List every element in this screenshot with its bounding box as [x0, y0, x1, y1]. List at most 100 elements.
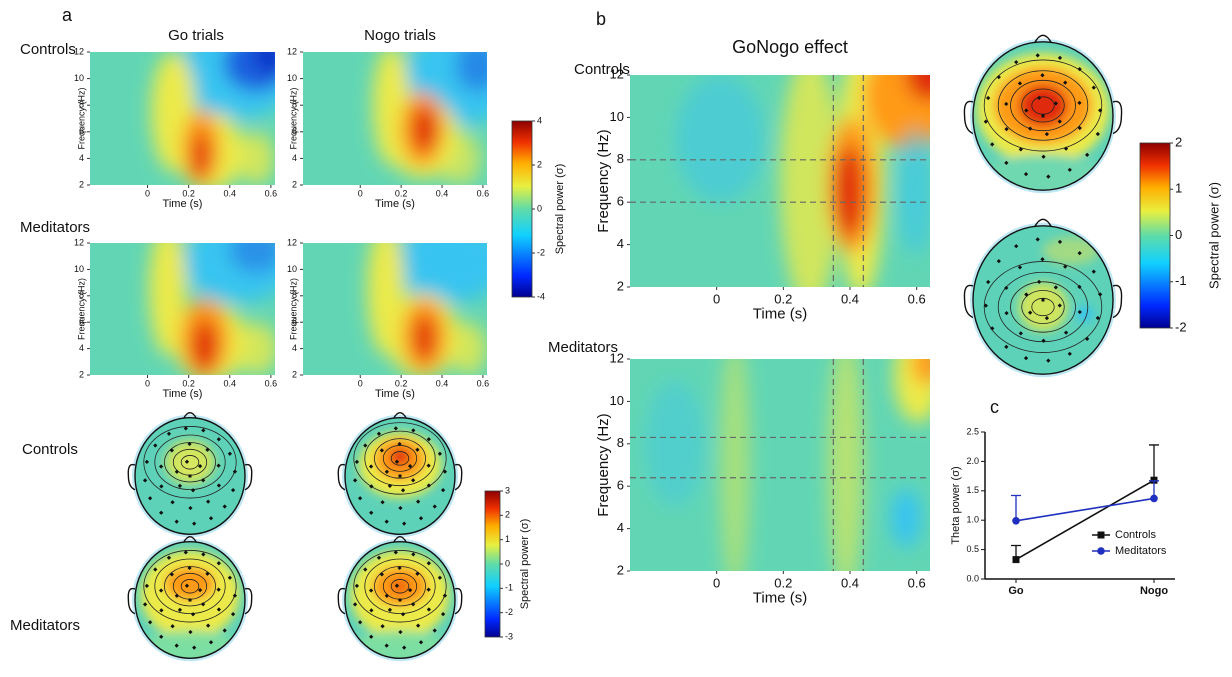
colorbar-label: Spectral power (σ)	[1206, 182, 1221, 289]
topo-contour	[143, 426, 237, 499]
electrode	[1046, 358, 1051, 363]
colorbar-gradient	[511, 120, 533, 298]
electrode	[184, 459, 190, 464]
electrode	[1041, 114, 1045, 118]
electrode	[192, 645, 197, 650]
legend-label: Meditators	[1115, 545, 1167, 557]
y-tick-label: 2	[79, 369, 84, 379]
electrode	[437, 575, 443, 580]
electrode	[232, 593, 238, 598]
row-label: Controls	[574, 61, 630, 78]
electrode	[393, 550, 398, 555]
topo-outline	[972, 225, 1114, 375]
y-tick-label: 4	[79, 343, 84, 353]
y-tick-label: 1.0	[966, 515, 979, 525]
topo-outline	[134, 541, 246, 660]
line-chart: 0.0 0.5 1.0 1.5 2.0 2.5 Go Nogo Theta power (σ) C…	[950, 426, 1175, 597]
y-tick-label: 8	[617, 435, 624, 450]
electrode	[1067, 351, 1072, 356]
topo-outline	[972, 41, 1114, 191]
electrode	[201, 552, 206, 557]
colorbar-tick-label: 1	[1175, 181, 1182, 196]
y-tick-label: 6	[292, 317, 297, 327]
colorbar-tick-label: -1	[505, 583, 513, 593]
topo-contour	[1021, 290, 1065, 324]
y-tick-label: 10	[610, 109, 624, 124]
electrode	[222, 628, 227, 633]
electrode	[142, 602, 148, 607]
electrode	[437, 451, 443, 456]
electrode	[1057, 239, 1063, 244]
electrode	[380, 500, 385, 505]
electrode	[398, 505, 403, 511]
colorbar-tick-label: -1	[1175, 273, 1187, 288]
electrode	[1098, 292, 1103, 297]
electrode	[1023, 356, 1029, 361]
topo-nose	[182, 412, 198, 420]
colorbar-label: Spectral power (σ)	[554, 164, 566, 255]
topo-contour	[364, 558, 436, 614]
topomap	[963, 34, 1123, 194]
electrode	[397, 565, 402, 571]
y-axis-label: Theta power (σ)	[950, 466, 962, 544]
colorbar-label: Spectral power (σ)	[519, 519, 531, 610]
electrode	[1077, 251, 1082, 256]
y-tick-label: 10	[287, 264, 297, 274]
row-label: Meditators	[548, 339, 618, 356]
colorbar-tick-label: 0	[505, 558, 510, 568]
electrode	[384, 643, 389, 648]
electrode	[1053, 285, 1058, 290]
electrode	[188, 629, 193, 635]
x-axis-label: Time (s)	[163, 388, 203, 400]
electrode	[986, 279, 991, 285]
x-tick-label: 0.6	[477, 378, 490, 388]
panel-label: a	[62, 5, 73, 25]
row-label: Controls	[22, 441, 78, 458]
colorbar: -3 -2 -1 0 1 2 3 Spectral power (σ)	[484, 485, 531, 641]
topo-ear	[963, 284, 974, 319]
topomap	[127, 412, 253, 538]
y-tick-label: 8	[292, 290, 297, 300]
y-tick-label: 6	[617, 478, 624, 493]
electrode	[1044, 131, 1050, 137]
colorbar-tick-label: 3	[505, 485, 510, 495]
y-tick-label: 2	[617, 278, 624, 293]
y-tick-label: 4	[617, 520, 624, 535]
topo-blob	[179, 454, 201, 476]
electrode	[384, 519, 389, 524]
electrode	[205, 447, 210, 452]
y-tick-label: 12	[287, 46, 297, 56]
electrode	[426, 437, 431, 442]
electrode	[1091, 269, 1096, 274]
heatmap-blob	[780, 75, 840, 287]
electrode	[1077, 284, 1082, 289]
electrode	[440, 612, 446, 617]
electrode	[983, 303, 988, 308]
electrode	[1095, 315, 1100, 321]
electrode	[216, 483, 222, 488]
electrode	[1041, 338, 1046, 343]
x-tick-label: 0.2	[395, 188, 408, 198]
electrode	[190, 612, 196, 617]
y-tick-label: 10	[74, 264, 84, 274]
electrode	[190, 488, 196, 493]
y-tick-label: 2	[617, 562, 624, 577]
electrode	[990, 142, 995, 147]
heatmap-blob	[828, 359, 864, 571]
electrode	[216, 463, 221, 468]
electrode	[1095, 131, 1100, 137]
topo-contour	[1031, 96, 1055, 115]
y-axis-label: Frequency (Hz)	[76, 87, 86, 149]
topo-blob	[165, 567, 215, 600]
electrode	[177, 607, 183, 613]
x-tick-label: Go	[1008, 585, 1024, 597]
electrode	[222, 504, 227, 509]
series-line	[1015, 479, 1155, 561]
x-tick-label: 0	[713, 291, 720, 306]
electrode	[357, 496, 363, 501]
topo-outline	[134, 417, 246, 536]
electrode	[369, 510, 374, 515]
legend-label: Controls	[1115, 529, 1156, 541]
panel-label: c	[990, 397, 999, 417]
